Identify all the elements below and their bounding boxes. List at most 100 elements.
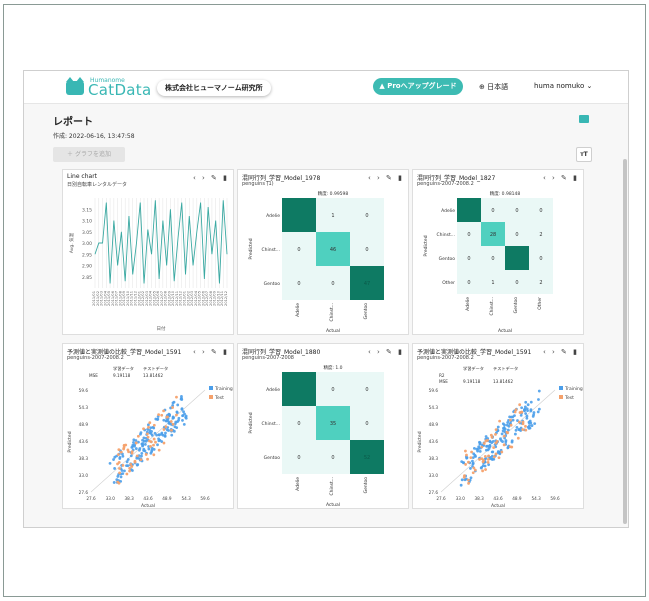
language-selector[interactable]: ⊕ 日本語	[479, 82, 508, 92]
test-point	[521, 420, 525, 424]
cell-value: 0	[515, 232, 518, 238]
cell-value: 0	[515, 208, 518, 214]
training-point	[487, 463, 491, 467]
test-point	[122, 447, 126, 451]
card-toolbar[interactable]: ‹ › ✎ ▮	[193, 348, 229, 356]
metrics-label: MSE	[89, 373, 98, 378]
catdata-logo[interactable]: Humanome CatData	[66, 77, 156, 100]
matrix-cell	[316, 232, 350, 266]
cell-value: 0	[467, 256, 470, 262]
training-point	[532, 411, 536, 414]
confusion-matrix: 精度: 0.98148 0 0 0 Adelie 0 28 0 2 Chinst... 0 0 0 Gen…	[423, 190, 553, 334]
chart-card-line: Line chart 日別自転車レンタルデータ ‹ › ✎ ▮ 3.15 3.10…	[62, 169, 234, 335]
training-point	[136, 463, 140, 466]
col-label: Gentoo	[363, 303, 369, 320]
test-point	[483, 455, 487, 458]
scrollbar[interactable]	[623, 159, 627, 524]
training-point	[476, 449, 480, 453]
training-point	[131, 443, 135, 447]
training-point	[130, 446, 134, 449]
x-tick-label: 48.9	[512, 496, 522, 501]
cell-value: 0	[515, 280, 518, 286]
y-tick-label: 38.3	[429, 456, 439, 461]
training-point	[164, 431, 167, 435]
training-point	[156, 417, 160, 421]
training-point	[140, 454, 143, 458]
card-toolbar[interactable]: ‹ › ✎ ▮	[543, 174, 579, 182]
x-tick-label: 2011/05	[107, 291, 111, 306]
test-point	[175, 413, 178, 417]
x-tick-label: 2012/12	[224, 291, 228, 306]
cell-value: 35	[330, 421, 336, 427]
training-point	[132, 441, 135, 444]
x-tick-label: 2011/11	[130, 291, 134, 306]
card-title: 混同行列_学習_Model_1978	[242, 175, 321, 182]
training-point	[163, 434, 167, 438]
y-tick-label: 33.0	[429, 473, 439, 478]
card-toolbar[interactable]: ‹ › ✎ ▮	[543, 348, 579, 356]
y-tick-label: 43.6	[429, 439, 439, 444]
metrics-value: 9.19118	[113, 373, 131, 378]
training-point	[112, 481, 116, 484]
training-point	[529, 400, 533, 404]
training-point	[147, 447, 151, 451]
cell-value: 0	[539, 256, 542, 262]
x-tick-label: 2012/01	[137, 291, 141, 306]
test-point	[509, 418, 512, 422]
training-point	[182, 410, 185, 414]
training-point	[113, 467, 117, 470]
col-label: Adelie	[465, 297, 471, 311]
x-tick-label: 2012/10	[216, 290, 220, 306]
test-point	[518, 403, 522, 407]
test-point	[514, 408, 518, 412]
test-point	[152, 423, 156, 427]
add-graph-button[interactable]: ＋ グラフを追加	[53, 147, 125, 162]
training-point	[529, 409, 533, 413]
test-point	[146, 432, 149, 436]
text-format-button[interactable]: тT	[576, 147, 592, 162]
training-point	[118, 456, 122, 459]
training-point	[501, 429, 505, 433]
training-point	[108, 462, 112, 465]
test-point	[480, 445, 484, 449]
training-point	[154, 417, 158, 421]
share-icon[interactable]	[579, 115, 589, 123]
organization-selector[interactable]: 株式会社ヒューマノーム研究所	[157, 80, 271, 96]
matrix-cell	[481, 246, 505, 270]
test-point	[470, 450, 473, 454]
test-point	[134, 441, 138, 445]
training-point	[511, 415, 515, 419]
matrix-cell	[457, 222, 481, 246]
confusion-matrix: 精度: 0.99598 1 0 Adelie 0 46 0 Chinst... 0 0 47 Gent…	[248, 190, 384, 334]
cell-value: 0	[365, 421, 368, 427]
card-subtitle: penguins (1)	[242, 181, 274, 187]
training-point	[162, 418, 166, 422]
y-tick-label: 27.6	[429, 490, 439, 495]
x-tick-label: 2011/09	[122, 290, 126, 306]
user-menu[interactable]: huma nomuko ⌄	[534, 82, 593, 90]
test-point	[492, 446, 496, 450]
training-point	[472, 446, 476, 450]
training-point	[471, 459, 474, 463]
training-point	[170, 433, 174, 437]
test-point	[467, 481, 470, 485]
test-point	[498, 419, 502, 423]
test-point	[471, 471, 475, 475]
cell-value: 46	[330, 247, 336, 253]
training-point	[484, 435, 488, 438]
card-toolbar[interactable]: ‹ › ✎ ▮	[368, 174, 404, 182]
training-point	[184, 414, 188, 418]
card-toolbar[interactable]: ‹ › ✎ ▮	[368, 348, 404, 356]
test-point	[135, 454, 139, 458]
page-title: レポート	[53, 117, 93, 128]
matrix-cell	[505, 246, 529, 270]
test-point	[516, 436, 520, 440]
training-point	[526, 403, 530, 407]
card-toolbar[interactable]: ‹ › ✎ ▮	[193, 174, 229, 182]
training-point	[172, 429, 176, 433]
cat-logo-icon	[66, 77, 84, 95]
training-point	[537, 389, 541, 393]
upgrade-button[interactable]: ▲ Proへアップグレード	[373, 78, 463, 95]
col-label: Adelie	[295, 477, 301, 491]
